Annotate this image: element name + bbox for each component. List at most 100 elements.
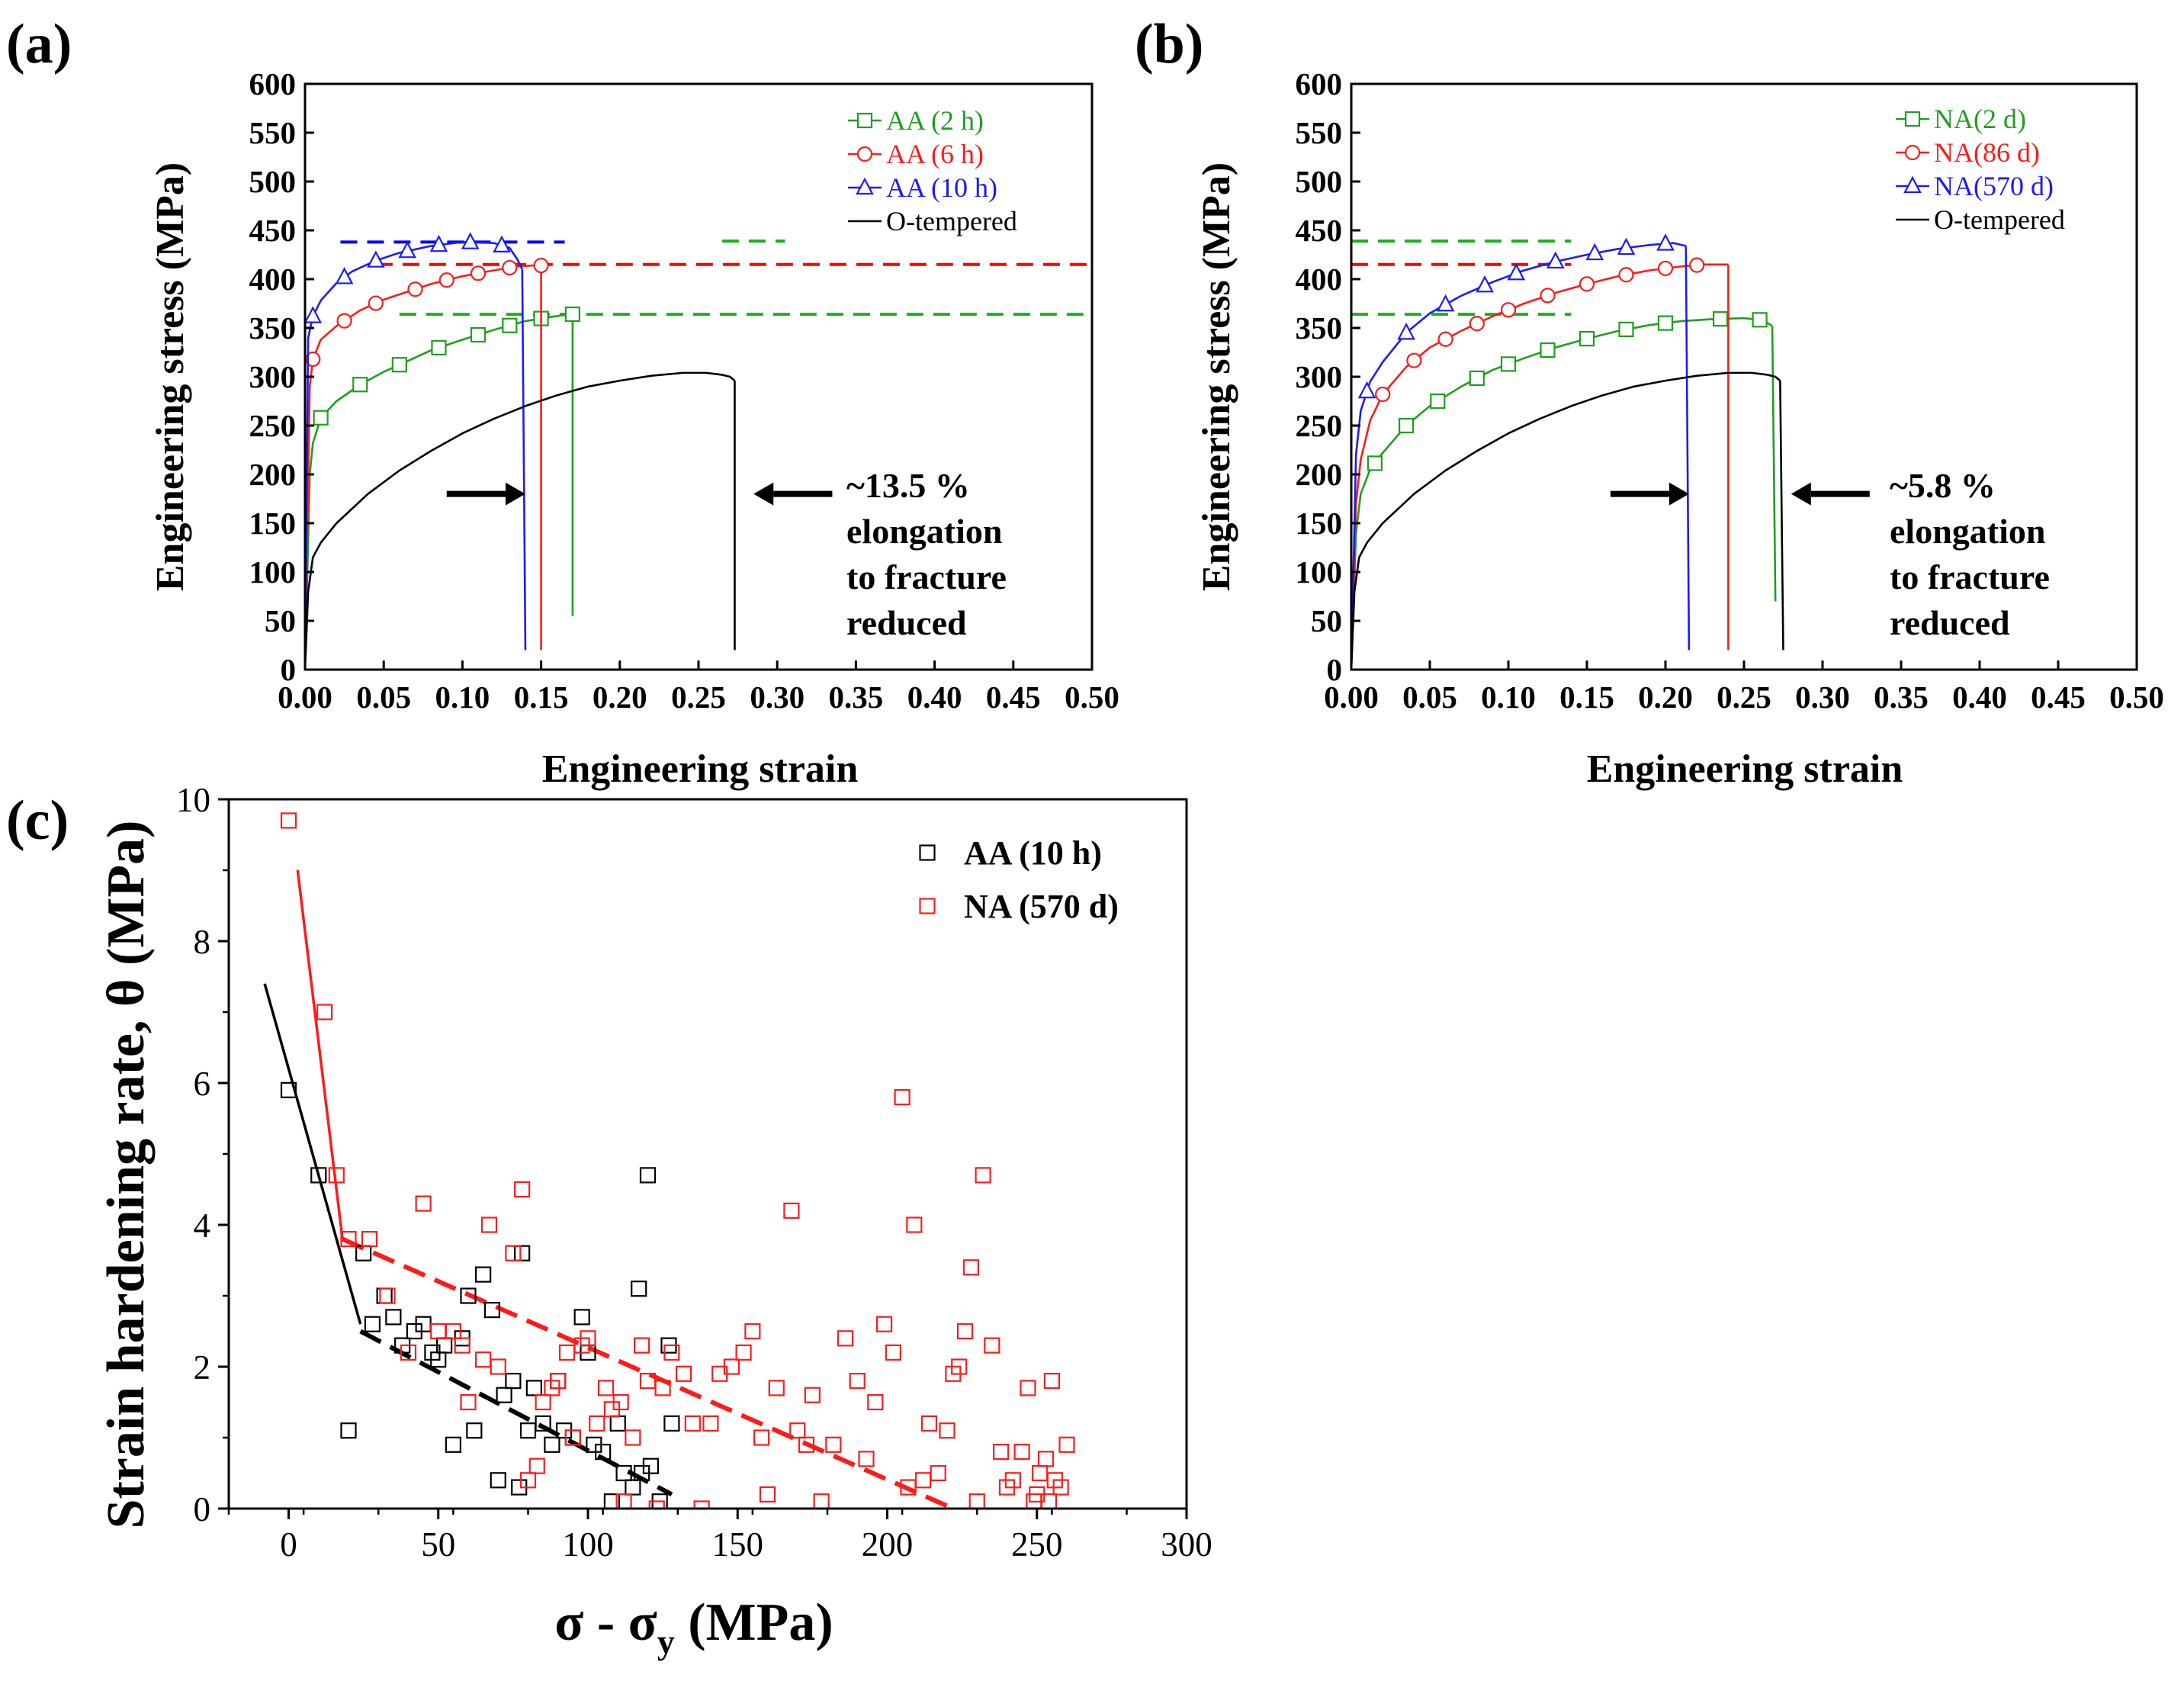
a-series-line-3 — [304, 371, 736, 670]
a-x-tick-label-0: 0.00 — [278, 680, 332, 715]
c-series-0-point-16 — [466, 1422, 483, 1439]
b-series-0-marker-3 — [1469, 370, 1485, 387]
b-x-tick-label-2: 0.10 — [1481, 680, 1536, 715]
b-series-0-marker-4 — [1500, 356, 1517, 372]
b-x-tick-label-10: 0.50 — [2109, 680, 2164, 715]
b-series-1-marker-3 — [1469, 316, 1485, 332]
c-series-1-point-10 — [454, 1337, 471, 1354]
a-series-0-marker-3 — [431, 339, 447, 356]
panel-c-scatter-points — [280, 812, 1075, 1509]
panel-b-annotation-line-4: reduced — [1890, 603, 2010, 642]
b-series-2-marker-0 — [1357, 381, 1376, 399]
c-x-tick-label-1: 50 — [421, 1525, 455, 1563]
c-series-1-point-21 — [550, 1372, 567, 1390]
a-legend-marker-1 — [856, 146, 873, 162]
c-series-1-point-17 — [519, 1472, 537, 1489]
b-y-tick-label-3: 150 — [1296, 506, 1343, 541]
a-y-tick-label-1: 50 — [265, 603, 296, 638]
c-series-0-point-41 — [639, 1167, 657, 1184]
a-x-tick-label-4: 0.20 — [593, 680, 647, 715]
panel-b-reference-lines — [1351, 239, 1572, 317]
panel-a-annotation-line-2: elongation — [846, 512, 1002, 551]
a-series-1-marker-5 — [470, 265, 487, 281]
c-series-1-point-37 — [675, 1365, 692, 1382]
c-series-1-point-58 — [875, 1316, 893, 1332]
a-x-tick-label-2: 0.10 — [435, 680, 490, 715]
c-series-1-point-62 — [906, 1216, 923, 1233]
c-legend-entry-1: NA (570 d) — [964, 888, 1119, 925]
c-series-0-point-21 — [505, 1372, 522, 1390]
a-series-fracture-2 — [521, 269, 527, 651]
b-arrow-head-1 — [1791, 482, 1811, 506]
b-legend-marker-0 — [1904, 111, 1921, 127]
a-series-1-marker-7 — [533, 257, 549, 274]
a-series-line-0 — [304, 313, 570, 670]
a-x-tick-label-1: 0.05 — [356, 680, 411, 715]
b-series-0-marker-0 — [1367, 455, 1383, 471]
c-series-0-point-1 — [310, 1167, 327, 1184]
panel-b-y-axis-title: Engineering stress (MPa) — [1195, 162, 1238, 591]
a-y-tick-label-10: 500 — [249, 164, 297, 199]
c-series-1-point-72 — [975, 1167, 991, 1184]
b-y-tick-label-0: 0 — [1327, 652, 1343, 687]
a-series-1-marker-6 — [502, 259, 518, 276]
b-y-tick-label-5: 250 — [1296, 408, 1343, 443]
a-legend-marker-0 — [856, 112, 873, 129]
c-x-tick-label-6: 300 — [1161, 1525, 1212, 1563]
c-x-tick-label-5: 250 — [1011, 1525, 1063, 1563]
panel-b-annotation: ~5.8 % elongation to fracture reduced — [1890, 466, 2050, 642]
c-series-1-point-27 — [597, 1380, 615, 1396]
b-x-tick-label-5: 0.25 — [1717, 680, 1771, 715]
c-legend-marker-0 — [919, 844, 936, 861]
c-series-1-point-78 — [1020, 1380, 1036, 1396]
c-series-1-point-38 — [684, 1415, 701, 1432]
c-y-tick-label-2: 4 — [194, 1207, 211, 1245]
c-series-1-point-6 — [400, 1344, 417, 1361]
a-y-tick-label-3: 150 — [249, 506, 297, 541]
b-series-0-marker-6 — [1579, 330, 1595, 347]
panel-a-annotation-line-3: to fracture — [846, 558, 1007, 596]
a-x-tick-label-10: 0.50 — [1065, 680, 1119, 715]
c-series-0-point-2 — [340, 1422, 357, 1439]
panel-b-stress-strain-chart: 0.00 0.05 0.10 0.15 0.20 0.25 0.30 0.35 0.40 0.45… — [1195, 66, 2164, 791]
c-legend-marker-1 — [919, 898, 936, 914]
b-x-tick-label-0: 0.00 — [1324, 680, 1379, 715]
a-y-tick-label-11: 550 — [249, 115, 297, 150]
c-series-1-point-14 — [490, 1358, 506, 1375]
c-series-1-point-44 — [744, 1322, 761, 1340]
c-series-1-point-53 — [825, 1436, 842, 1453]
c-series-1-point-36 — [663, 1344, 680, 1361]
c-series-1-point-64 — [920, 1415, 938, 1432]
a-y-tick-label-12: 600 — [249, 66, 297, 101]
c-series-1-point-39 — [693, 1500, 710, 1509]
c-series-0-point-31 — [573, 1309, 590, 1326]
c-series-1-point-22 — [558, 1344, 576, 1361]
b-legend-entry-0: NA(2 d) — [1934, 104, 2026, 134]
b-series-1-marker-0 — [1375, 386, 1391, 403]
a-series-fracture-0 — [568, 309, 574, 616]
a-legend-entry-2: AA (10 h) — [886, 172, 997, 203]
b-y-tick-label-4: 200 — [1296, 457, 1343, 492]
c-series-1-point-29 — [612, 1393, 629, 1411]
b-x-tick-label-8: 0.40 — [1952, 680, 2007, 715]
c-series-1-point-77 — [1013, 1443, 1030, 1461]
c-legend-entry-0: AA (10 h) — [964, 834, 1102, 872]
c-series-1-point-63 — [914, 1472, 932, 1489]
c-series-1-point-9 — [445, 1322, 461, 1340]
b-series-0-marker-5 — [1540, 342, 1556, 358]
b-x-tick-label-7: 0.35 — [1874, 680, 1929, 715]
c-series-0-point-0 — [280, 1081, 297, 1098]
c-series-1-point-50 — [798, 1436, 815, 1453]
panel-b-x-axis-title: Engineering strain — [1587, 747, 1903, 791]
panel-c-x-axis-title: σ - σy (MPa) — [554, 1593, 833, 1661]
a-series-0-marker-2 — [391, 357, 407, 373]
c-y-tick-label-3: 6 — [194, 1065, 211, 1103]
c-series-1-point-82 — [1037, 1451, 1055, 1467]
panel-c-legend: AA (10 h) NA (570 d) — [919, 834, 1119, 925]
c-series-1-point-23 — [564, 1429, 581, 1446]
b-y-tick-label-6: 300 — [1296, 359, 1343, 394]
a-series-1-marker-4 — [438, 272, 454, 288]
c-series-0-point-17 — [475, 1266, 492, 1283]
b-series-2-marker-3 — [1476, 275, 1494, 293]
a-y-tick-label-0: 0 — [281, 652, 297, 687]
